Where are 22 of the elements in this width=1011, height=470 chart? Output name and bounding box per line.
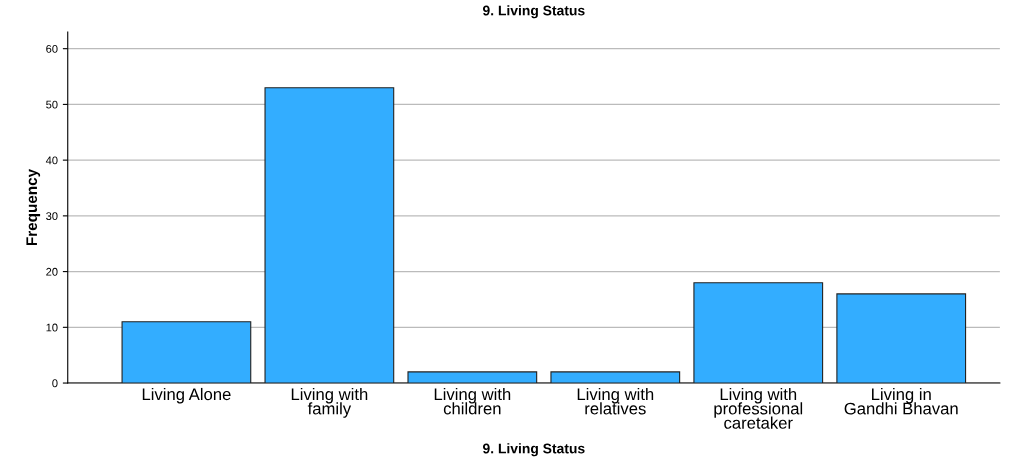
x-tick-label: Living with family xyxy=(291,387,368,418)
y-tick-label: 0 xyxy=(52,379,58,388)
bar xyxy=(407,371,538,384)
x-tick-label: Living with professional caretaker xyxy=(714,387,803,429)
x-tick-label: Living with children xyxy=(434,387,511,415)
x-tick-label: Living Alone xyxy=(142,387,231,404)
bar xyxy=(836,293,967,384)
bar xyxy=(550,371,681,384)
y-tick-label: 50 xyxy=(46,100,58,109)
bar xyxy=(264,87,395,384)
bar xyxy=(693,282,824,384)
y-axis-title: Frequency xyxy=(26,168,41,246)
y-tick-label: 30 xyxy=(46,212,58,220)
x-axis-title: 9. Living Status xyxy=(482,443,585,457)
y-tick-label: 10 xyxy=(46,323,58,332)
y-tick-label: 20 xyxy=(46,267,58,276)
y-tick-label: 40 xyxy=(45,156,58,165)
x-tick-label: Living in Gandhi Bhavan xyxy=(844,387,958,415)
chart-title: 9. Living Status xyxy=(482,5,585,19)
bar xyxy=(121,321,252,384)
y-tick-label: 60 xyxy=(46,44,58,53)
x-tick-label: Living with relatives xyxy=(577,387,654,415)
